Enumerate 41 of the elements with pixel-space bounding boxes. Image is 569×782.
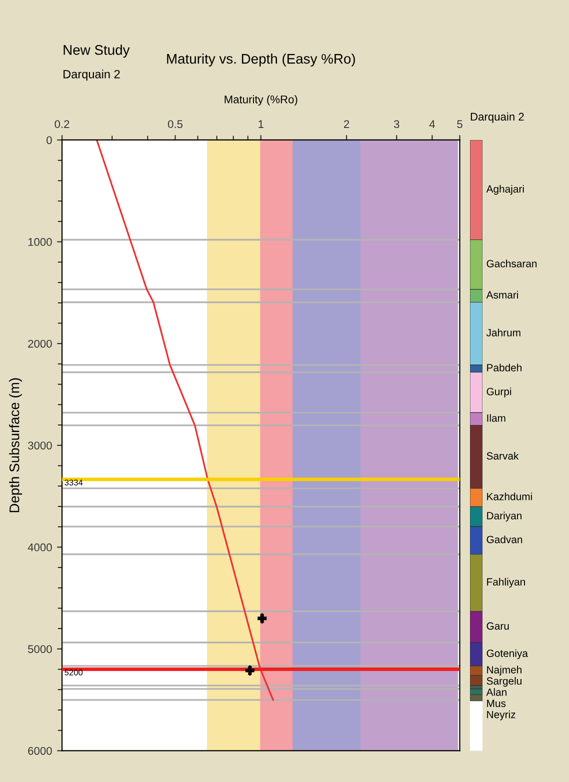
series-label: Alan [486,688,506,696]
text: New Study [64,44,130,58]
series-label: Sarvak [486,452,519,460]
x-tick-label: 5 [457,120,462,128]
ref-line-label: 5200 [64,670,83,676]
x-tick-label: 1 [258,120,264,128]
series-label: Mus [487,700,506,708]
y-tick-label: 5000 [28,645,52,654]
series-label: Dariyan [487,512,522,522]
y-tick-label: 0 [46,136,52,144]
series-label: Sargelu [486,677,522,687]
series-label: Neyriz [487,710,516,720]
chart-title: Darquain 2 [470,112,524,123]
x-tick-label: 2 [344,120,350,128]
series-label: Asmari [486,290,518,299]
y-tick-label: 1000 [28,238,52,246]
text: Darquain 2 [64,70,120,81]
series-label: Pabdeh [487,364,522,372]
series-label: Garu [486,622,509,630]
ref-line-label: 3334 [64,480,83,486]
x-tick-label: 3 [394,120,400,128]
y-axis-title: Depth Subsurface (m) [9,378,22,512]
series-label: Gurpi [486,388,512,398]
series-label: Goteniya [486,649,528,660]
series-label: Kazhdumi [487,492,532,500]
x-axis-title: Maturity (%Ro) [224,95,298,106]
series-label: Ilam [487,414,506,422]
series-label: Jahrum [486,328,520,336]
series-label: Najmeh [487,666,522,676]
y-tick-label: 2000 [28,340,52,348]
x-tick-label: 0.5 [168,120,182,128]
series-label: Gadvan [486,536,522,544]
series-label: Aghajari [486,185,524,195]
series-label: Fahliyan [487,578,525,588]
x-tick-label: 0.2 [54,120,70,128]
y-tick-label: 6000 [28,746,52,755]
series-label: Gachsaran [486,260,537,268]
y-tick-label: 4000 [28,543,52,552]
chart-title: Maturity vs. Depth (Easy %Ro) [167,54,355,66]
y-tick-label: 3000 [28,442,52,450]
x-tick-label: 4 [429,120,435,128]
